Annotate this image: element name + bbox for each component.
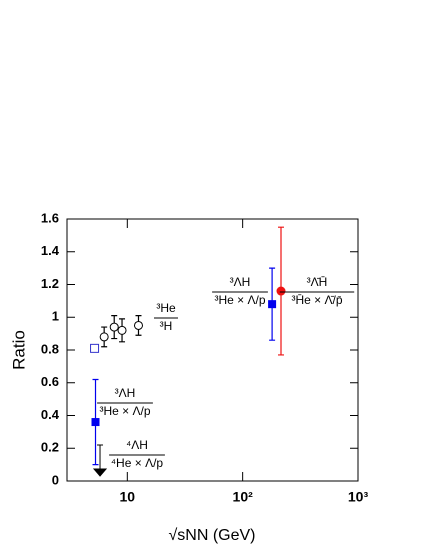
point [276,286,286,296]
x-tick-label: 10² [233,489,254,505]
point [109,322,119,332]
x-axis-label: √sNN (GeV) [168,527,255,544]
annotation-numerator: ³ΛH [115,386,136,400]
y-axis-label: Ratio [9,330,28,370]
point [133,320,143,330]
point [99,332,109,342]
y-tick-label: 1.6 [41,210,59,225]
annotation-denominator: ³H̄e × Λ̄/p̄ [291,293,342,307]
y-tick-label: 0.6 [41,374,59,389]
x-tick-label: 10 [120,489,136,505]
point [268,300,277,309]
annotation-denominator: ⁴He × Λ/p [111,456,164,470]
annotation-numerator: ⁴ΛH [126,438,148,452]
point [91,418,100,427]
y-tick-label: 1 [52,309,59,324]
annotation-denominator: ³He × Λ/p [214,293,265,307]
y-tick-label: 0 [52,472,59,487]
point [90,343,100,353]
y-tick-label: 1.4 [41,243,60,258]
annotation-numerator: ³He [156,301,176,315]
y-tick-label: 1.2 [41,276,59,291]
annotation-numerator: ³ΛH [230,275,251,289]
y-tick-label: 0.4 [41,407,60,422]
y-tick-label: 0.8 [41,341,59,356]
upper-limit-arrow [92,444,108,477]
point [117,325,127,335]
annotation-denominator: ³H [160,319,173,333]
annotation-numerator: ³Λ̄H̄ [307,275,328,289]
x-tick-label: 10³ [348,489,369,505]
y-tick-label: 0.2 [41,440,59,455]
plot-frame [66,218,359,482]
annotation-denominator: ³He × Λ/p [99,404,150,418]
